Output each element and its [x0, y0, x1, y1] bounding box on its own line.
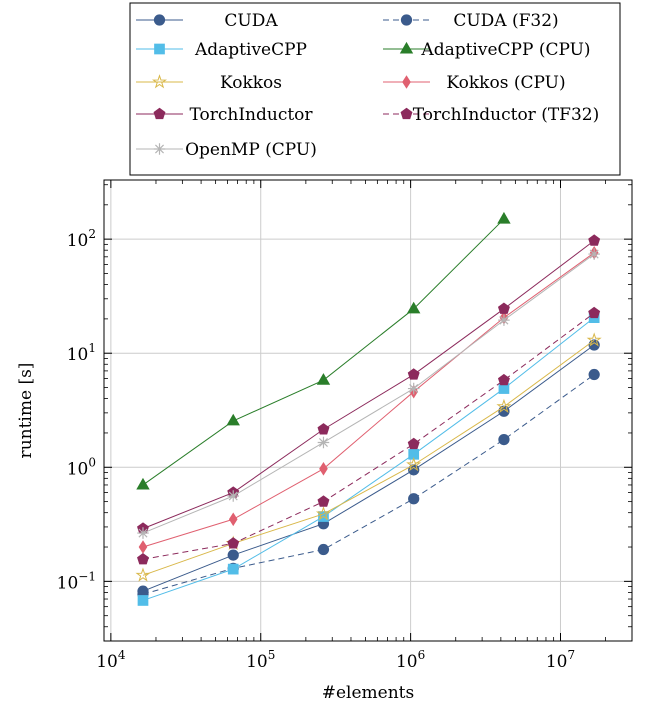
data-point: [228, 512, 238, 527]
data-point: [317, 495, 330, 507]
legend-marker: [399, 41, 414, 54]
grid: [104, 180, 632, 641]
legend-label: AdaptiveCPP (CPU): [420, 40, 590, 60]
series-3: [136, 211, 511, 490]
axis-ticks: [103, 180, 633, 642]
legend-item: CUDA (F32): [383, 11, 559, 31]
data-point: [226, 413, 240, 426]
data-point: [497, 211, 511, 224]
data-point: [497, 373, 510, 386]
data-point: [498, 433, 510, 446]
legend-item: TorchInductor: [136, 105, 313, 125]
data-point: [497, 302, 510, 314]
series-line: [142, 339, 595, 576]
data-point: [227, 549, 239, 561]
legend-item: OpenMP (CPU): [136, 140, 317, 160]
legend-marker: [153, 107, 166, 120]
legend-marker: [400, 14, 413, 26]
data-point: [588, 248, 600, 260]
legend-marker: [402, 75, 411, 89]
data-point: [317, 543, 330, 556]
series-layer: [135, 211, 602, 606]
x-tick-label: 107: [546, 648, 575, 672]
legend-label: Kokkos: [220, 73, 282, 93]
data-point: [315, 506, 331, 521]
data-point: [588, 234, 601, 246]
data-point: [227, 490, 239, 502]
legend-marker: [153, 143, 166, 155]
data-point: [588, 368, 600, 381]
data-point: [408, 493, 420, 505]
y-tick-label: 10−1: [57, 569, 96, 593]
series-line: [142, 344, 595, 592]
legend-label: CUDA (F32): [453, 11, 558, 31]
legend-label: OpenMP (CPU): [185, 140, 317, 160]
x-axis-label: #elements: [322, 683, 415, 703]
series-4: [135, 332, 602, 582]
data-point: [227, 537, 240, 549]
series-0: [137, 339, 600, 597]
tick-labels: 104 105 106 107 10−1 100 101 102: [57, 227, 575, 672]
legend: CUDA CUDA (F32) AdaptiveCPP AdaptiveCPP (CP…: [129, 2, 621, 176]
data-point: [136, 477, 150, 490]
series-6: [137, 234, 601, 534]
data-point: [227, 563, 239, 575]
legend-marker: [154, 43, 165, 55]
y-tick-label: 100: [67, 455, 96, 479]
series-line: [142, 253, 595, 534]
y-tick-label: 101: [67, 341, 96, 365]
plot-frame: [103, 179, 633, 642]
legend-item: AdaptiveCPP (CPU): [383, 40, 591, 60]
data-point: [317, 436, 330, 449]
series-1: [137, 368, 600, 600]
x-tick-label: 106: [396, 648, 425, 672]
y-axis-label: runtime [s]: [16, 363, 36, 459]
legend-item: CUDA: [136, 11, 278, 31]
legend-item: Kokkos: [136, 73, 282, 93]
data-point: [407, 368, 420, 380]
data-point: [586, 332, 602, 347]
legend-item: AdaptiveCPP: [136, 40, 307, 60]
legend-marker: [151, 74, 168, 89]
legend-marker: [400, 107, 413, 120]
series-8: [137, 248, 600, 539]
y-tick-label: 102: [67, 227, 96, 251]
series-line: [142, 374, 595, 595]
legend-label: TorchInductor: [189, 105, 313, 125]
data-point: [496, 398, 512, 414]
data-point: [135, 567, 151, 582]
series-line: [142, 317, 595, 601]
data-point: [588, 306, 601, 319]
data-point: [319, 461, 328, 476]
data-point: [317, 423, 330, 435]
data-point: [137, 553, 149, 565]
series-5: [138, 245, 599, 554]
data-point: [137, 527, 149, 539]
data-point: [498, 314, 510, 326]
data-point: [406, 456, 422, 472]
data-point: [406, 301, 421, 314]
data-point: [137, 595, 149, 606]
legend-item: Kokkos (CPU): [383, 73, 566, 93]
series-line: [142, 252, 595, 548]
legend-marker: [153, 14, 166, 26]
data-point: [316, 373, 331, 385]
x-tick-label: 105: [246, 648, 275, 672]
data-point: [138, 540, 148, 554]
legend-label: TorchInductor (TF32): [413, 105, 600, 125]
data-point: [407, 437, 420, 450]
legend-label: Kokkos (CPU): [446, 73, 565, 93]
series-7: [137, 306, 601, 565]
x-tick-label: 104: [96, 648, 126, 672]
series-2: [137, 312, 600, 606]
legend-label: CUDA: [224, 11, 278, 31]
legend-item: TorchInductor (TF32): [383, 105, 599, 125]
series-line: [142, 240, 595, 530]
data-point: [407, 382, 420, 395]
series-line: [142, 312, 595, 560]
legend-label: AdaptiveCPP: [194, 40, 307, 60]
legend-frame: [129, 2, 621, 176]
